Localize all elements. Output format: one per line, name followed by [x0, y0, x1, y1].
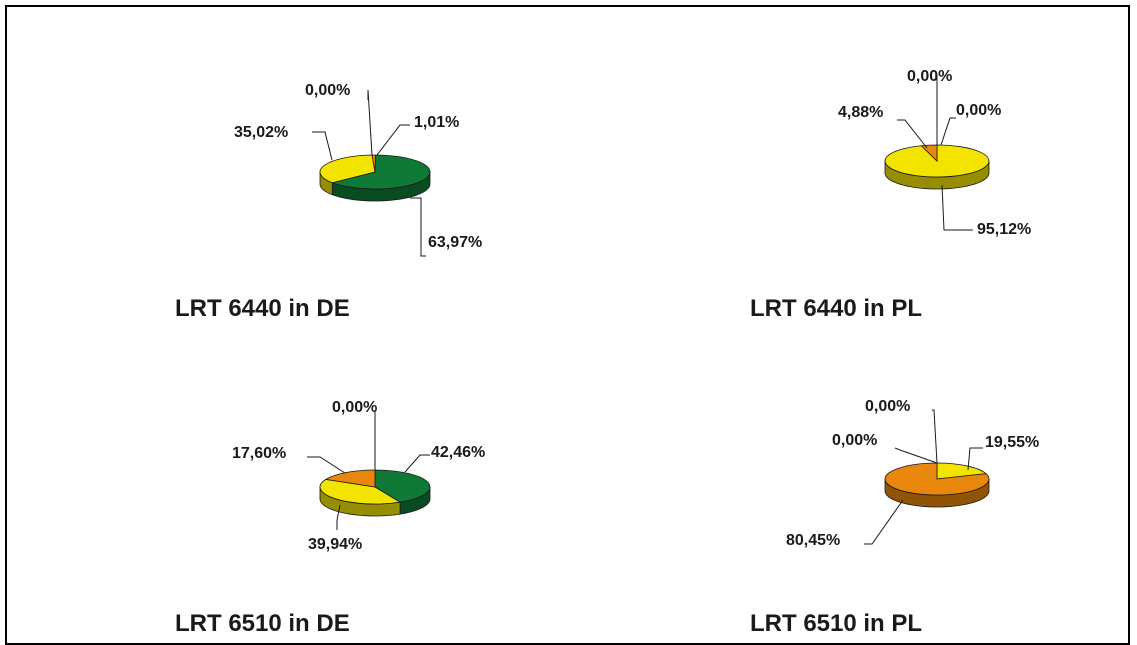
pie-slice-a	[330, 154, 431, 190]
leader-line	[941, 184, 973, 231]
data-label: 39,94%	[308, 536, 362, 553]
data-label: 95,12%	[977, 221, 1031, 238]
chart-title-pl-6510: LRT 6510 in PL	[750, 610, 923, 637]
pie-chart-1: 0,00% 95,12% 4,88% 0,00%	[838, 68, 1031, 238]
pie-chart-3: 0,00% 19,55% 80,45% 0,00%	[786, 398, 1039, 549]
data-label: 42,46%	[431, 444, 485, 461]
data-label: 0,00%	[832, 432, 877, 449]
data-label: 17,60%	[232, 445, 286, 462]
leader-line	[404, 454, 430, 473]
leader-line	[336, 504, 341, 530]
leader-line	[894, 447, 938, 464]
pie-slice-a	[374, 469, 431, 503]
data-label: 0,00%	[956, 102, 1001, 119]
leader-line	[307, 456, 346, 474]
data-label: 0,00%	[332, 399, 377, 416]
data-label: 19,55%	[985, 434, 1039, 451]
data-label: 4,88%	[838, 104, 883, 121]
data-label: 35,02%	[234, 124, 288, 141]
pie-slice-b	[319, 154, 376, 184]
pie-slice-c	[324, 469, 376, 488]
leader-line	[932, 409, 938, 464]
data-label: 0,00%	[865, 398, 910, 415]
pie-chart-0: 63,97% 35,02% 0,00% 1,01%	[234, 82, 482, 257]
leader-line	[367, 89, 373, 156]
pie-slice-b	[319, 478, 402, 505]
data-label: 80,45%	[786, 532, 840, 549]
chart-title-pl-6440: LRT 6440 in PL	[750, 295, 923, 322]
pie-slice-c	[884, 462, 990, 496]
leader-line	[312, 131, 333, 161]
leader-line	[864, 499, 904, 545]
pie-slice-b	[936, 462, 987, 480]
data-label: 0,00%	[907, 68, 952, 85]
leader-line	[410, 197, 426, 257]
chart-title-de-6440: LRT 6440 in DE	[175, 295, 350, 322]
pie-slice-d	[371, 154, 377, 173]
leader-line	[897, 119, 928, 149]
leader-line	[940, 117, 956, 146]
pie-chart-2: 42,46% 39,94% 17,60% 0,00%	[232, 399, 485, 553]
leader-line	[967, 447, 983, 471]
data-label: 63,97%	[428, 234, 482, 251]
leader-line	[376, 124, 410, 156]
chart-title-de-6510: LRT 6510 in DE	[175, 610, 350, 637]
data-label: 1,01%	[414, 114, 459, 131]
data-label: 0,00%	[305, 82, 350, 99]
